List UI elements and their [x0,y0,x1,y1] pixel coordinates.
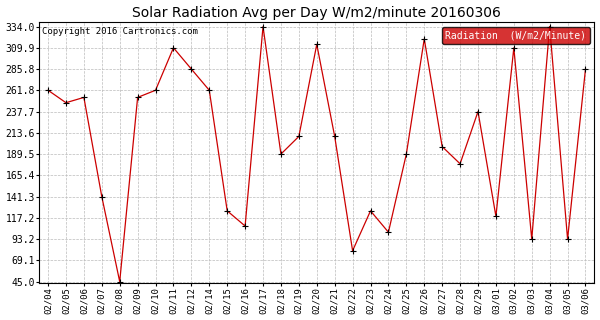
Title: Solar Radiation Avg per Day W/m2/minute 20160306: Solar Radiation Avg per Day W/m2/minute … [133,5,501,20]
Legend: Radiation  (W/m2/Minute): Radiation (W/m2/Minute) [442,27,590,44]
Text: Copyright 2016 Cartronics.com: Copyright 2016 Cartronics.com [42,27,198,36]
